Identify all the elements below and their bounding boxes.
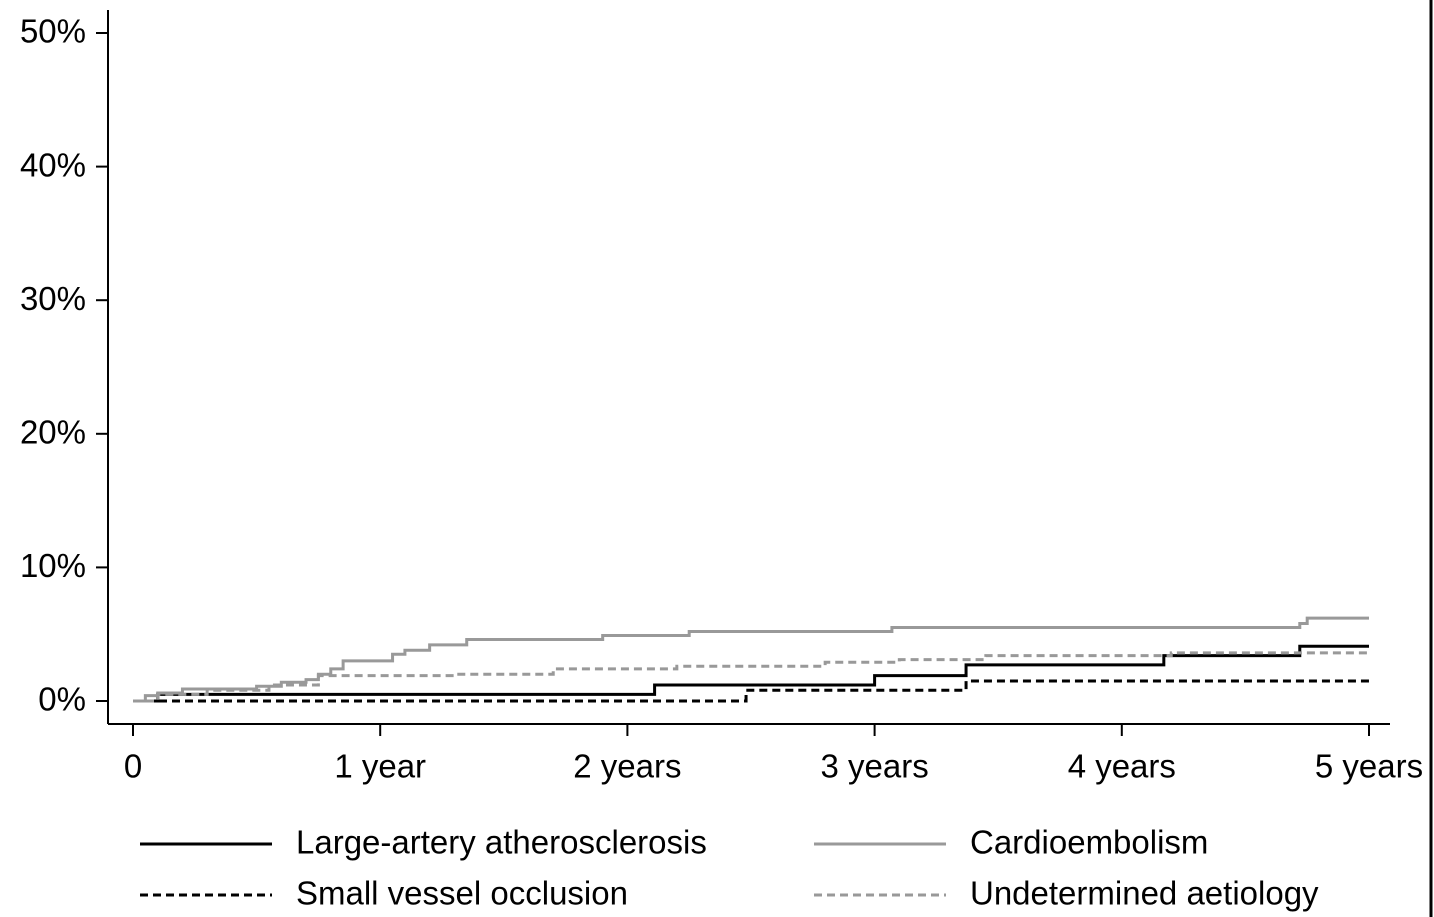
x-tick-label: 3 years — [820, 748, 928, 785]
series-line — [133, 616, 1369, 703]
y-tick-label: 20% — [20, 414, 86, 451]
x-tick-label: 0 — [124, 748, 142, 785]
legend-label: Large-artery atherosclerosis — [296, 824, 707, 861]
x-tick-label: 5 years — [1315, 748, 1423, 785]
series-line — [133, 644, 1369, 703]
y-tick-label: 50% — [20, 13, 86, 50]
y-tick-label: 10% — [20, 547, 86, 584]
x-tick-label: 2 years — [573, 748, 681, 785]
legend-label: Undetermined aetiology — [970, 875, 1319, 912]
x-tick-label: 1 year — [334, 748, 426, 785]
series-line — [133, 650, 1371, 703]
legend-label: Small vessel occlusion — [296, 875, 628, 912]
legend-label: Cardioembolism — [970, 824, 1208, 861]
series-line — [133, 679, 1369, 703]
y-tick-label: 40% — [20, 146, 86, 183]
y-tick-label: 0% — [38, 681, 86, 718]
x-tick-label: 4 years — [1068, 748, 1176, 785]
y-tick-label: 30% — [20, 280, 86, 317]
